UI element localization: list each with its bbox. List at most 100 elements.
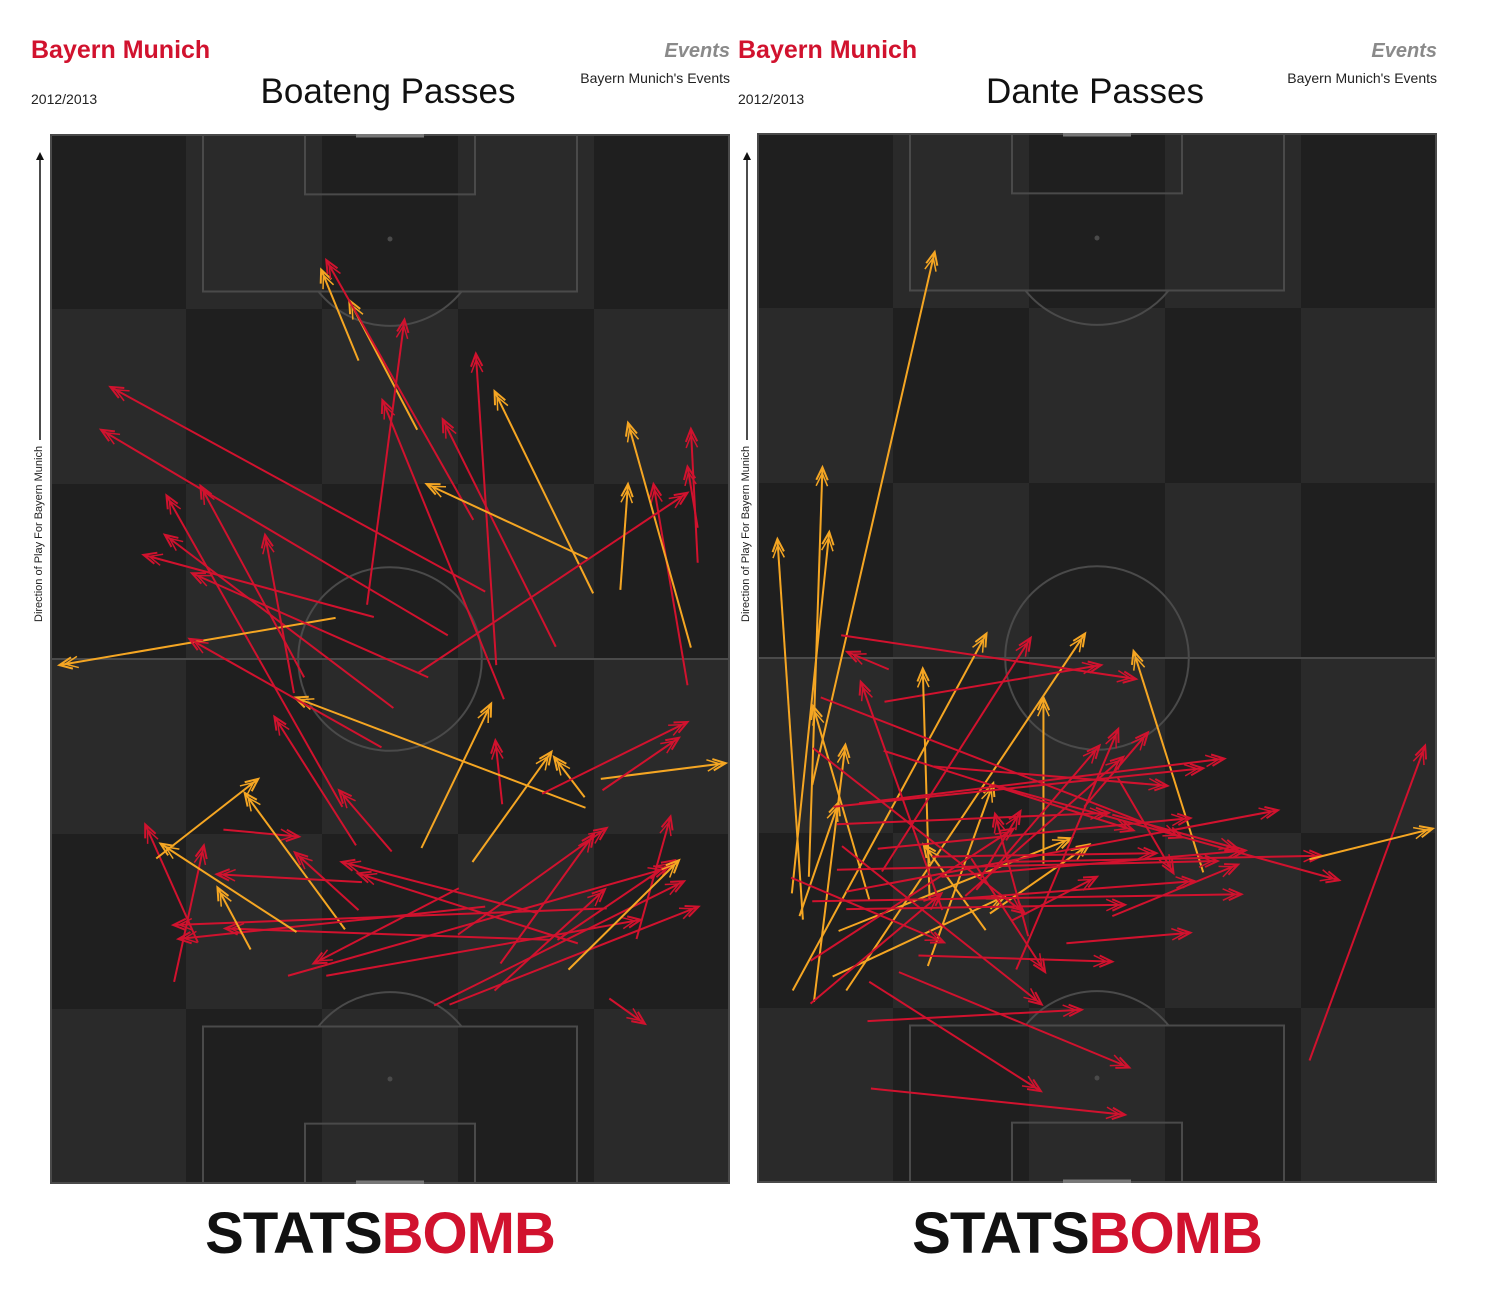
pass-line	[341, 861, 537, 914]
pass-arrowhead-inner	[1319, 869, 1336, 882]
pass-arrowhead	[858, 679, 872, 696]
pass-arrow	[858, 753, 1227, 805]
pitch-zone	[594, 484, 730, 660]
pass-line	[776, 538, 804, 920]
pass-arrowhead-inner	[668, 723, 684, 736]
pass-line	[164, 533, 395, 709]
pass-arrowhead-inner	[1303, 849, 1319, 863]
pass-arrow	[424, 482, 590, 561]
pass-arrow	[684, 426, 699, 563]
pass-line	[810, 827, 1015, 962]
pass-map-panel-dante: Bayern Munich 2012/2013 Events Bayern Mu…	[727, 0, 1437, 1309]
pass-arrowhead	[1210, 753, 1227, 767]
pass-arrowhead	[1119, 820, 1136, 833]
pass-arrow	[1083, 730, 1150, 808]
pass-arrowhead	[1111, 1106, 1128, 1121]
pass-line	[417, 491, 689, 674]
penalty-arc-top	[317, 290, 463, 327]
pass-arrowhead	[1325, 870, 1342, 884]
pass-arrowhead	[649, 481, 663, 498]
pass-arrowhead-inner	[317, 949, 333, 962]
penalty-area-bottom	[909, 1024, 1285, 1183]
pass-arrowhead-inner	[1113, 818, 1130, 831]
pass-arrowhead-inner	[496, 394, 509, 411]
pitch-zone	[1301, 308, 1437, 484]
pass-arrowhead-inner	[820, 536, 834, 552]
pass-arrowhead	[1189, 762, 1206, 777]
pass-arrowhead-inner	[1218, 837, 1235, 851]
six-yard-box-top	[1011, 133, 1183, 195]
pitch-zone	[458, 659, 595, 835]
pitch-zone	[1165, 658, 1302, 834]
pass-arrowhead	[684, 426, 699, 443]
pass-arrow	[223, 828, 302, 843]
events-label: Events	[1371, 40, 1437, 62]
pass-arrow	[811, 249, 939, 786]
pass-arrowhead-inner	[1070, 846, 1086, 861]
events-label: Events	[664, 40, 730, 62]
pass-arrowhead	[1098, 954, 1115, 968]
pass-line	[809, 892, 943, 1005]
pass-line	[426, 483, 590, 561]
pitch-zone	[757, 133, 894, 309]
pass-line	[811, 251, 936, 786]
pass-line	[812, 705, 871, 900]
pass-arrowhead	[1072, 631, 1087, 648]
pass-line	[165, 494, 344, 808]
six-yard-box-bottom	[1011, 1121, 1183, 1183]
pass-line	[859, 681, 944, 911]
pass-arrowhead	[479, 701, 493, 718]
pitch-zone	[458, 1009, 595, 1184]
pass-line	[918, 954, 1113, 963]
pitch-zone	[1165, 1008, 1302, 1183]
pass-arrowhead	[684, 904, 701, 918]
pitch-zone	[594, 309, 730, 485]
pass-arrow	[144, 822, 199, 943]
pass-line	[970, 857, 1046, 973]
pass-arrowhead	[1264, 806, 1281, 820]
pass-line	[1111, 863, 1239, 918]
pass-arrowhead-inner	[328, 263, 341, 280]
pass-arrowhead	[991, 811, 1005, 828]
pass-arrow	[883, 749, 1136, 833]
pass-line	[541, 721, 688, 795]
pass-arrow	[311, 887, 460, 965]
pass-arrowhead-inner	[1029, 953, 1043, 969]
pass-arrow	[260, 532, 295, 694]
pass-arrowhead-inner	[1131, 735, 1146, 751]
pitch-zone	[1029, 483, 1166, 659]
pass-arrowhead-inner	[1412, 749, 1425, 766]
pass-arrowhead	[1107, 726, 1120, 743]
pass-arrowhead-inner	[262, 538, 275, 555]
pass-arrowhead	[925, 249, 939, 266]
pass-line	[858, 757, 1225, 805]
pass-line	[932, 852, 1157, 858]
pass-line	[223, 828, 300, 838]
pass-line	[619, 483, 629, 590]
pass-arrowhead	[441, 417, 455, 434]
direction-arrow-icon	[36, 152, 44, 440]
pass-line	[1006, 854, 1323, 863]
pass-line	[832, 895, 1006, 978]
pass-line	[449, 905, 699, 1006]
pass-line	[273, 716, 357, 846]
pass-arrow	[836, 806, 1112, 826]
pass-arrow	[490, 737, 504, 805]
pass-arrowhead-inner	[1105, 732, 1117, 749]
pass-arrowhead-inner	[322, 273, 335, 290]
pass-line	[493, 390, 595, 594]
pass-line	[635, 816, 672, 940]
pass-arrow	[790, 876, 947, 944]
pass-arrow	[608, 997, 647, 1026]
pass-arrowhead	[660, 814, 674, 831]
penalty-arc-top	[1024, 289, 1170, 326]
pass-arrowhead	[144, 822, 157, 839]
pass-arrowhead	[712, 758, 729, 772]
pass-arrowhead-inner	[63, 655, 80, 669]
pass-line	[921, 668, 931, 899]
pass-arrowhead	[490, 737, 504, 754]
pass-arrowhead-inner	[195, 574, 212, 587]
pass-line	[975, 744, 1101, 891]
pass-arrow	[1011, 875, 1100, 922]
pass-arrowhead	[141, 551, 158, 565]
